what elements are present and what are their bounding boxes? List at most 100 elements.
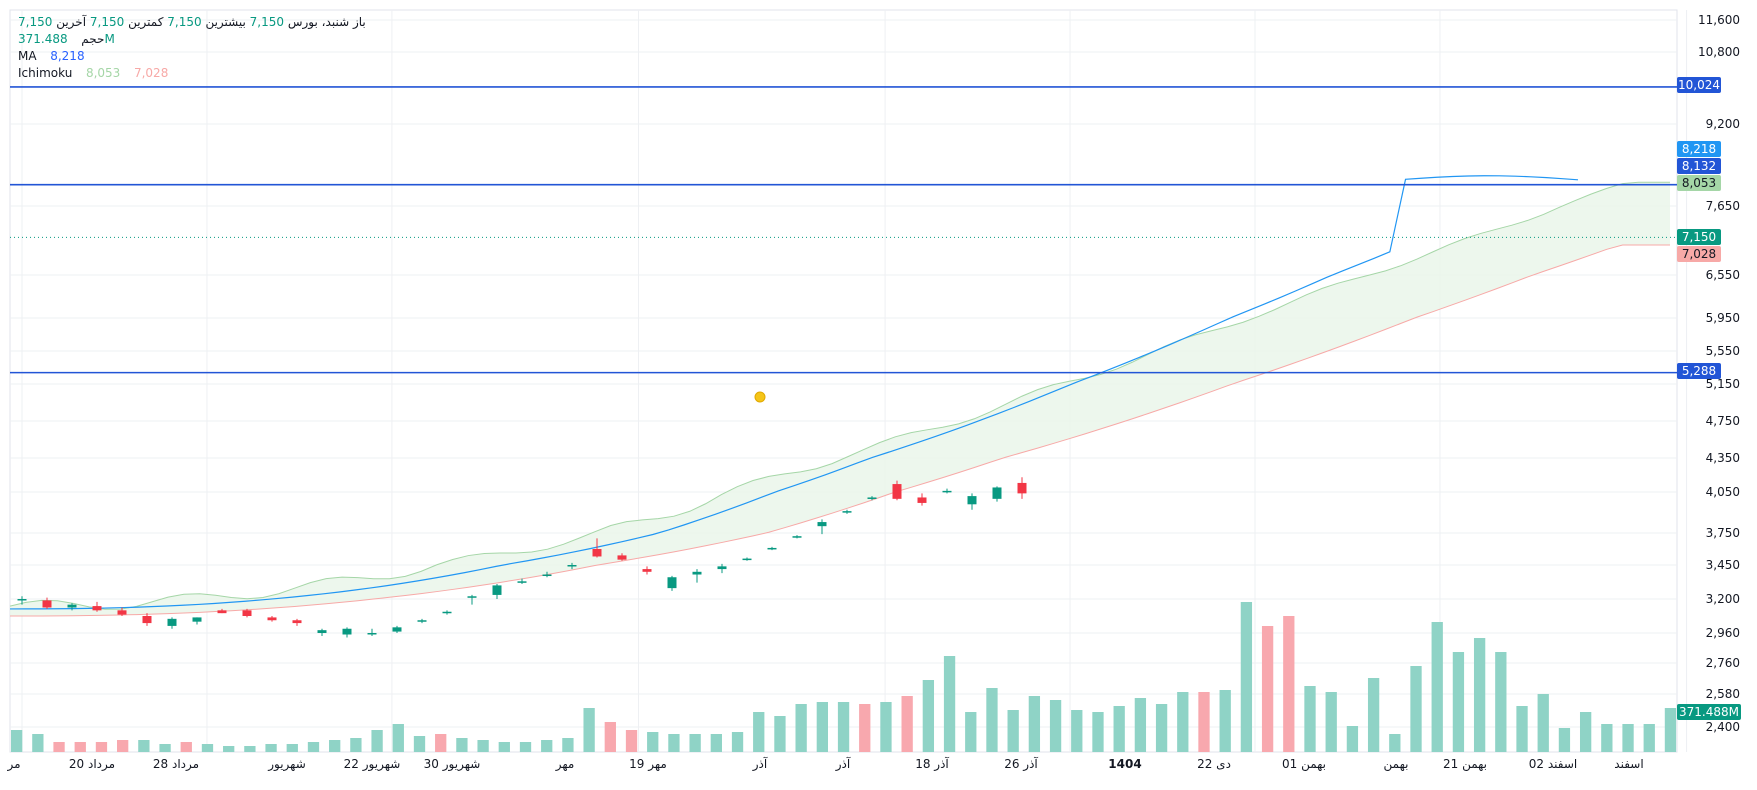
candle-body: [467, 596, 477, 598]
price-tick-label: 5,950: [1706, 311, 1740, 325]
price-badge: 8,132: [1677, 158, 1721, 174]
price-badge-text: 8,053: [1682, 176, 1716, 190]
close-value: 7,150: [18, 15, 53, 29]
candle: [67, 603, 77, 611]
price-badge-text: 7,028: [1682, 247, 1716, 261]
volume-bar: [413, 736, 426, 752]
candle: [442, 610, 452, 615]
price-badge-bg: [1677, 141, 1721, 157]
volume-badge-text: 371.488M: [1679, 705, 1739, 719]
volume-bar: [53, 742, 65, 752]
volume-bar: [1495, 652, 1507, 752]
candle-body: [767, 547, 777, 550]
time-tick-label: مهر: [555, 757, 575, 772]
candle: [517, 578, 527, 585]
volume-bar: [901, 696, 913, 752]
volume-value: 371.488M: [18, 32, 115, 46]
price-badge: 10,024: [1677, 77, 1721, 93]
price-tick-label: 10,800: [1698, 45, 1740, 59]
candle-body: [492, 585, 502, 595]
candle: [317, 628, 327, 636]
volume-bar: [943, 656, 956, 752]
candle: [967, 493, 977, 510]
price-badge-text: 8,132: [1682, 159, 1716, 173]
candle: [742, 557, 752, 561]
candle-body: [1017, 482, 1027, 494]
event-marker: [754, 391, 766, 403]
candle: [942, 488, 952, 494]
volume-bar: [1601, 724, 1613, 752]
volume-bar: [371, 730, 383, 752]
candle: [492, 584, 502, 599]
price-badge-text: 5,288: [1682, 364, 1716, 378]
volume-bar: [1071, 710, 1083, 752]
candle-body: [267, 617, 277, 621]
price-badge-bg: [1677, 246, 1721, 262]
volume-bar: [329, 740, 341, 752]
candle-body: [92, 606, 102, 611]
volume-bar: [837, 702, 850, 752]
price-tick-label: 2,580: [1706, 687, 1740, 701]
candle-body: [717, 566, 727, 570]
horizontal-levels[interactable]: [10, 86, 1677, 374]
candle: [767, 546, 777, 551]
volume-badge: 371.488M: [1677, 704, 1741, 720]
candle: [617, 553, 627, 561]
low-value: 7,150: [89, 15, 125, 29]
candle-body: [567, 565, 577, 567]
price-tick-label: 6,550: [1706, 268, 1740, 282]
candle: [992, 486, 1002, 502]
candle-body: [242, 610, 252, 616]
price-tick-label: 2,760: [1706, 656, 1740, 670]
candle-body: [792, 536, 802, 538]
price-tick-label: 4,350: [1706, 451, 1740, 465]
candle-body: [942, 490, 952, 493]
candle: [342, 627, 352, 638]
candle-body: [317, 630, 327, 633]
volume-bar: [1177, 692, 1189, 752]
candle-body: [392, 627, 402, 632]
candle: [892, 480, 902, 501]
candle: [842, 509, 852, 514]
candle-body: [617, 555, 627, 560]
time-tick-label: 18 آذر: [915, 756, 949, 772]
volume-bar: [1367, 678, 1380, 752]
price-badge: 7,028: [1677, 246, 1721, 262]
volume-bar: [986, 688, 998, 752]
price-axis[interactable]: 11,600 10,800 9,200 7,650 6,550 5,950 5,550 5,1…: [1698, 13, 1740, 734]
price-tick-label: 3,750: [1706, 526, 1740, 540]
volume-bar: [689, 734, 701, 752]
volume-bar: [753, 712, 765, 752]
time-tick-label: آذر: [752, 756, 768, 772]
price-tick-label: 2,400: [1706, 720, 1740, 734]
volume-bar: [816, 702, 828, 752]
volume-bar: [307, 742, 320, 752]
volume-bar: [795, 704, 807, 752]
candle: [592, 538, 602, 558]
volume-bar: [1219, 690, 1231, 752]
candle-body: [892, 484, 902, 499]
time-tick-label: آذر: [835, 756, 851, 772]
low-label: کمترین: [128, 15, 164, 29]
price-tick-label: 4,750: [1706, 414, 1740, 428]
price-tick-label: 4,050: [1706, 485, 1740, 499]
volume-bar: [1304, 686, 1316, 752]
candle: [42, 597, 52, 609]
volume-bar: [1558, 728, 1571, 752]
candle: [867, 496, 877, 501]
price-badge: 8,218: [1677, 141, 1721, 157]
candle: [1017, 477, 1027, 499]
volume-bar: [477, 740, 489, 752]
volume-bar: [1537, 694, 1549, 752]
price-badge-bg: [1677, 158, 1721, 174]
volume-bar: [604, 722, 616, 752]
candle: [142, 613, 152, 626]
volume-bar: [625, 730, 638, 752]
volume-bar: [1007, 710, 1019, 752]
volume-bar: [583, 708, 595, 752]
price-badge-text: 8,218: [1682, 142, 1716, 156]
volume-bar: [965, 712, 977, 752]
time-axis[interactable]: مر 20 مرداد 28 مرداد شهریور 22 شهریور 30 شهری…: [6, 756, 1643, 772]
volume-bar: [138, 740, 150, 752]
